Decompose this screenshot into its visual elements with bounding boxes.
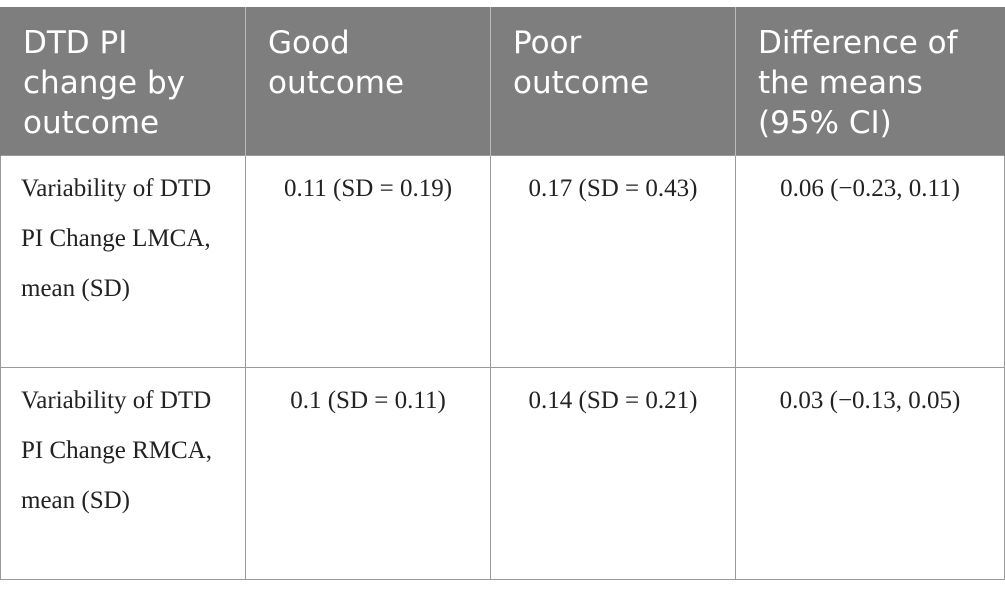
header-poor-outcome: Poor outcome bbox=[490, 7, 736, 156]
header-row: DTD PI change by outcome Good outcome Po… bbox=[0, 7, 1005, 156]
outcome-table: DTD PI change by outcome Good outcome Po… bbox=[0, 7, 1005, 580]
row-label-lmca: Variability of DTD PI Change LMCA, mean … bbox=[0, 155, 246, 368]
good-outcome-rmca: 0.1 (SD = 0.11) bbox=[245, 367, 491, 580]
poor-outcome-lmca: 0.17 (SD = 0.43) bbox=[490, 155, 736, 368]
row-label-rmca: Variability of DTD PI Change RMCA, mean … bbox=[0, 367, 246, 580]
difference-rmca: 0.03 (−0.13, 0.05) bbox=[735, 367, 1005, 580]
header-dtd-pi-change: DTD PI change by outcome bbox=[0, 7, 246, 156]
table-row: Variability of DTD PI Change RMCA, mean … bbox=[0, 367, 1005, 580]
difference-lmca: 0.06 (−0.23, 0.11) bbox=[735, 155, 1005, 368]
poor-outcome-rmca: 0.14 (SD = 0.21) bbox=[490, 367, 736, 580]
table-row: Variability of DTD PI Change LMCA, mean … bbox=[0, 155, 1005, 368]
good-outcome-lmca: 0.11 (SD = 0.19) bbox=[245, 155, 491, 368]
header-good-outcome: Good outcome bbox=[245, 7, 491, 156]
table-header: DTD PI change by outcome Good outcome Po… bbox=[0, 7, 1005, 156]
header-difference-of-means: Difference of the means (95% CI) bbox=[735, 7, 1005, 156]
table-body: Variability of DTD PI Change LMCA, mean … bbox=[0, 155, 1005, 580]
